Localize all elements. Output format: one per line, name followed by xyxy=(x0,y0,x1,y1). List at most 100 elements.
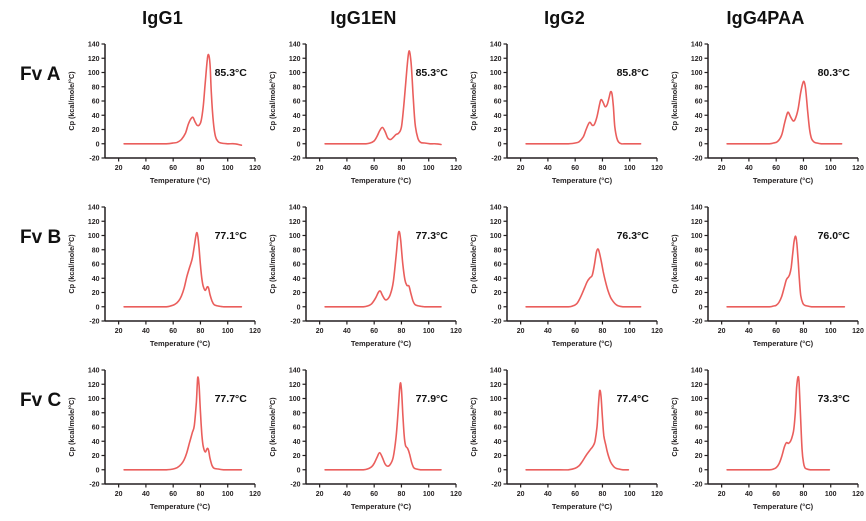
x-tick-label: 120 xyxy=(249,165,261,172)
y-tick-label: 20 xyxy=(694,290,702,297)
x-tick-label: 60 xyxy=(772,328,780,335)
y-tick-label: 80 xyxy=(493,247,501,254)
x-tick-label: 60 xyxy=(169,165,177,172)
x-tick-label: 60 xyxy=(772,491,780,498)
x-tick-label: 80 xyxy=(397,165,405,172)
dsc-chart-fvb-igg1: -20 0 20 40 60 80 100 120 140 20 40 60 80 100 120 Cp (k… xyxy=(62,193,263,356)
y-tick-label: 60 xyxy=(292,425,300,432)
y-tick-label: 0 xyxy=(497,467,501,474)
x-tick-label: 40 xyxy=(142,328,150,335)
y-axis-title: Cp (kcal/mole/°C) xyxy=(670,71,679,131)
y-tick-label: 20 xyxy=(91,453,99,460)
y-tick-label: 140 xyxy=(288,205,300,212)
y-tick-label: 120 xyxy=(87,56,99,63)
y-tick-label: 60 xyxy=(493,262,501,269)
y-tick-label: -20 xyxy=(692,319,702,326)
x-tick-label: 120 xyxy=(450,491,462,498)
y-tick-label: 140 xyxy=(87,42,99,49)
y-tick-label: 140 xyxy=(87,368,99,375)
dsc-chart-fvb-igg2: -20 0 20 40 60 80 100 120 140 20 40 60 80 100 120 Cp (k… xyxy=(464,193,665,356)
y-tick-label: 120 xyxy=(489,382,501,389)
x-axis-title: Temperature (°C) xyxy=(350,339,411,348)
x-tick-label: 20 xyxy=(516,328,524,335)
dsc-chart-fvb-igg4paa: -20 0 20 40 60 80 100 120 140 20 40 60 80 100 120 Cp (k… xyxy=(665,193,866,356)
x-tick-label: 120 xyxy=(852,491,864,498)
y-tick-label: 0 xyxy=(497,141,501,148)
y-tick-label: -20 xyxy=(692,482,702,489)
x-tick-label: 60 xyxy=(772,165,780,172)
dsc-chart-fva-igg1en: -20 0 20 40 60 80 100 120 140 20 40 60 80 100 120 Cp (k… xyxy=(263,30,464,193)
y-tick-label: 60 xyxy=(91,99,99,106)
tm-annotation: 85.3°C xyxy=(415,67,448,79)
x-tick-label: 40 xyxy=(544,165,552,172)
y-tick-label: 80 xyxy=(694,84,702,91)
x-tick-label: 120 xyxy=(651,328,663,335)
tm-annotation: 80.3°C xyxy=(817,67,850,79)
x-tick-label: 100 xyxy=(824,165,836,172)
y-axis-title: Cp (kcal/mole/°C) xyxy=(469,234,478,294)
tm-annotation: 85.8°C xyxy=(616,67,649,79)
x-axis-title: Temperature (°C) xyxy=(752,339,813,348)
x-tick-label: 20 xyxy=(717,328,725,335)
y-tick-label: 140 xyxy=(288,368,300,375)
y-tick-label: 40 xyxy=(694,439,702,446)
x-axis-title: Temperature (°C) xyxy=(149,339,210,348)
y-tick-label: 100 xyxy=(288,233,300,240)
x-tick-label: 40 xyxy=(343,328,351,335)
x-tick-label: 100 xyxy=(623,165,635,172)
y-tick-label: 100 xyxy=(489,396,501,403)
tm-annotation: 73.3°C xyxy=(817,393,850,405)
y-tick-label: -20 xyxy=(290,156,300,163)
y-tick-label: 60 xyxy=(91,262,99,269)
y-tick-label: 0 xyxy=(296,467,300,474)
y-tick-label: 20 xyxy=(292,453,300,460)
dsc-curve xyxy=(725,235,845,308)
y-tick-label: 60 xyxy=(493,99,501,106)
y-tick-label: 60 xyxy=(694,99,702,106)
y-axis-title: Cp (kcal/mole/°C) xyxy=(670,234,679,294)
y-tick-label: 140 xyxy=(288,42,300,49)
y-tick-label: 0 xyxy=(296,304,300,311)
y-tick-label: -20 xyxy=(89,482,99,489)
dsc-chart-fvb-igg1en: -20 0 20 40 60 80 100 120 140 20 40 60 80 100 120 Cp (k… xyxy=(263,193,464,356)
y-tick-label: 80 xyxy=(91,247,99,254)
y-tick-label: 20 xyxy=(91,127,99,134)
x-tick-label: 100 xyxy=(824,328,836,335)
x-tick-label: 20 xyxy=(315,328,323,335)
y-tick-label: -20 xyxy=(290,319,300,326)
y-tick-label: 100 xyxy=(690,233,702,240)
y-tick-label: 80 xyxy=(292,410,300,417)
y-tick-label: 0 xyxy=(296,141,300,148)
x-tick-label: 20 xyxy=(516,165,524,172)
y-axis-title: Cp (kcal/mole/°C) xyxy=(67,234,76,294)
y-tick-label: 40 xyxy=(694,113,702,120)
dsc-plot-svg: -20 0 20 40 60 80 100 120 140 20 40 60 80 100 120 Cp (k… xyxy=(268,42,462,186)
x-tick-label: 40 xyxy=(343,491,351,498)
x-tick-label: 120 xyxy=(450,165,462,172)
dsc-plot-svg: -20 0 20 40 60 80 100 120 140 20 40 60 80 100 120 Cp (k… xyxy=(670,42,864,186)
y-tick-label: 40 xyxy=(292,113,300,120)
y-axis-title: Cp (kcal/mole/°C) xyxy=(268,397,277,457)
y-tick-label: 100 xyxy=(690,396,702,403)
y-axis-title: Cp (kcal/mole/°C) xyxy=(67,71,76,131)
dsc-chart-fva-igg2: -20 0 20 40 60 80 100 120 140 20 40 60 80 100 120 Cp (k… xyxy=(464,30,665,193)
y-tick-label: -20 xyxy=(491,319,501,326)
x-tick-label: 20 xyxy=(114,328,122,335)
y-tick-label: -20 xyxy=(290,482,300,489)
dsc-curve xyxy=(725,80,842,145)
x-tick-label: 120 xyxy=(852,328,864,335)
x-tick-label: 100 xyxy=(422,328,434,335)
dsc-curve xyxy=(323,50,442,146)
x-tick-label: 100 xyxy=(422,491,434,498)
x-tick-label: 20 xyxy=(315,491,323,498)
x-tick-label: 80 xyxy=(397,491,405,498)
y-axis-title: Cp (kcal/mole/°C) xyxy=(469,71,478,131)
x-tick-label: 80 xyxy=(598,328,606,335)
y-tick-label: 120 xyxy=(489,219,501,226)
dsc-curve xyxy=(122,231,242,308)
x-axis-title: Temperature (°C) xyxy=(752,176,813,185)
x-tick-label: 80 xyxy=(196,328,204,335)
y-tick-label: 120 xyxy=(87,382,99,389)
x-tick-label: 120 xyxy=(651,165,663,172)
dsc-chart-fva-igg4paa: -20 0 20 40 60 80 100 120 140 20 40 60 80 100 120 Cp (k… xyxy=(665,30,866,193)
